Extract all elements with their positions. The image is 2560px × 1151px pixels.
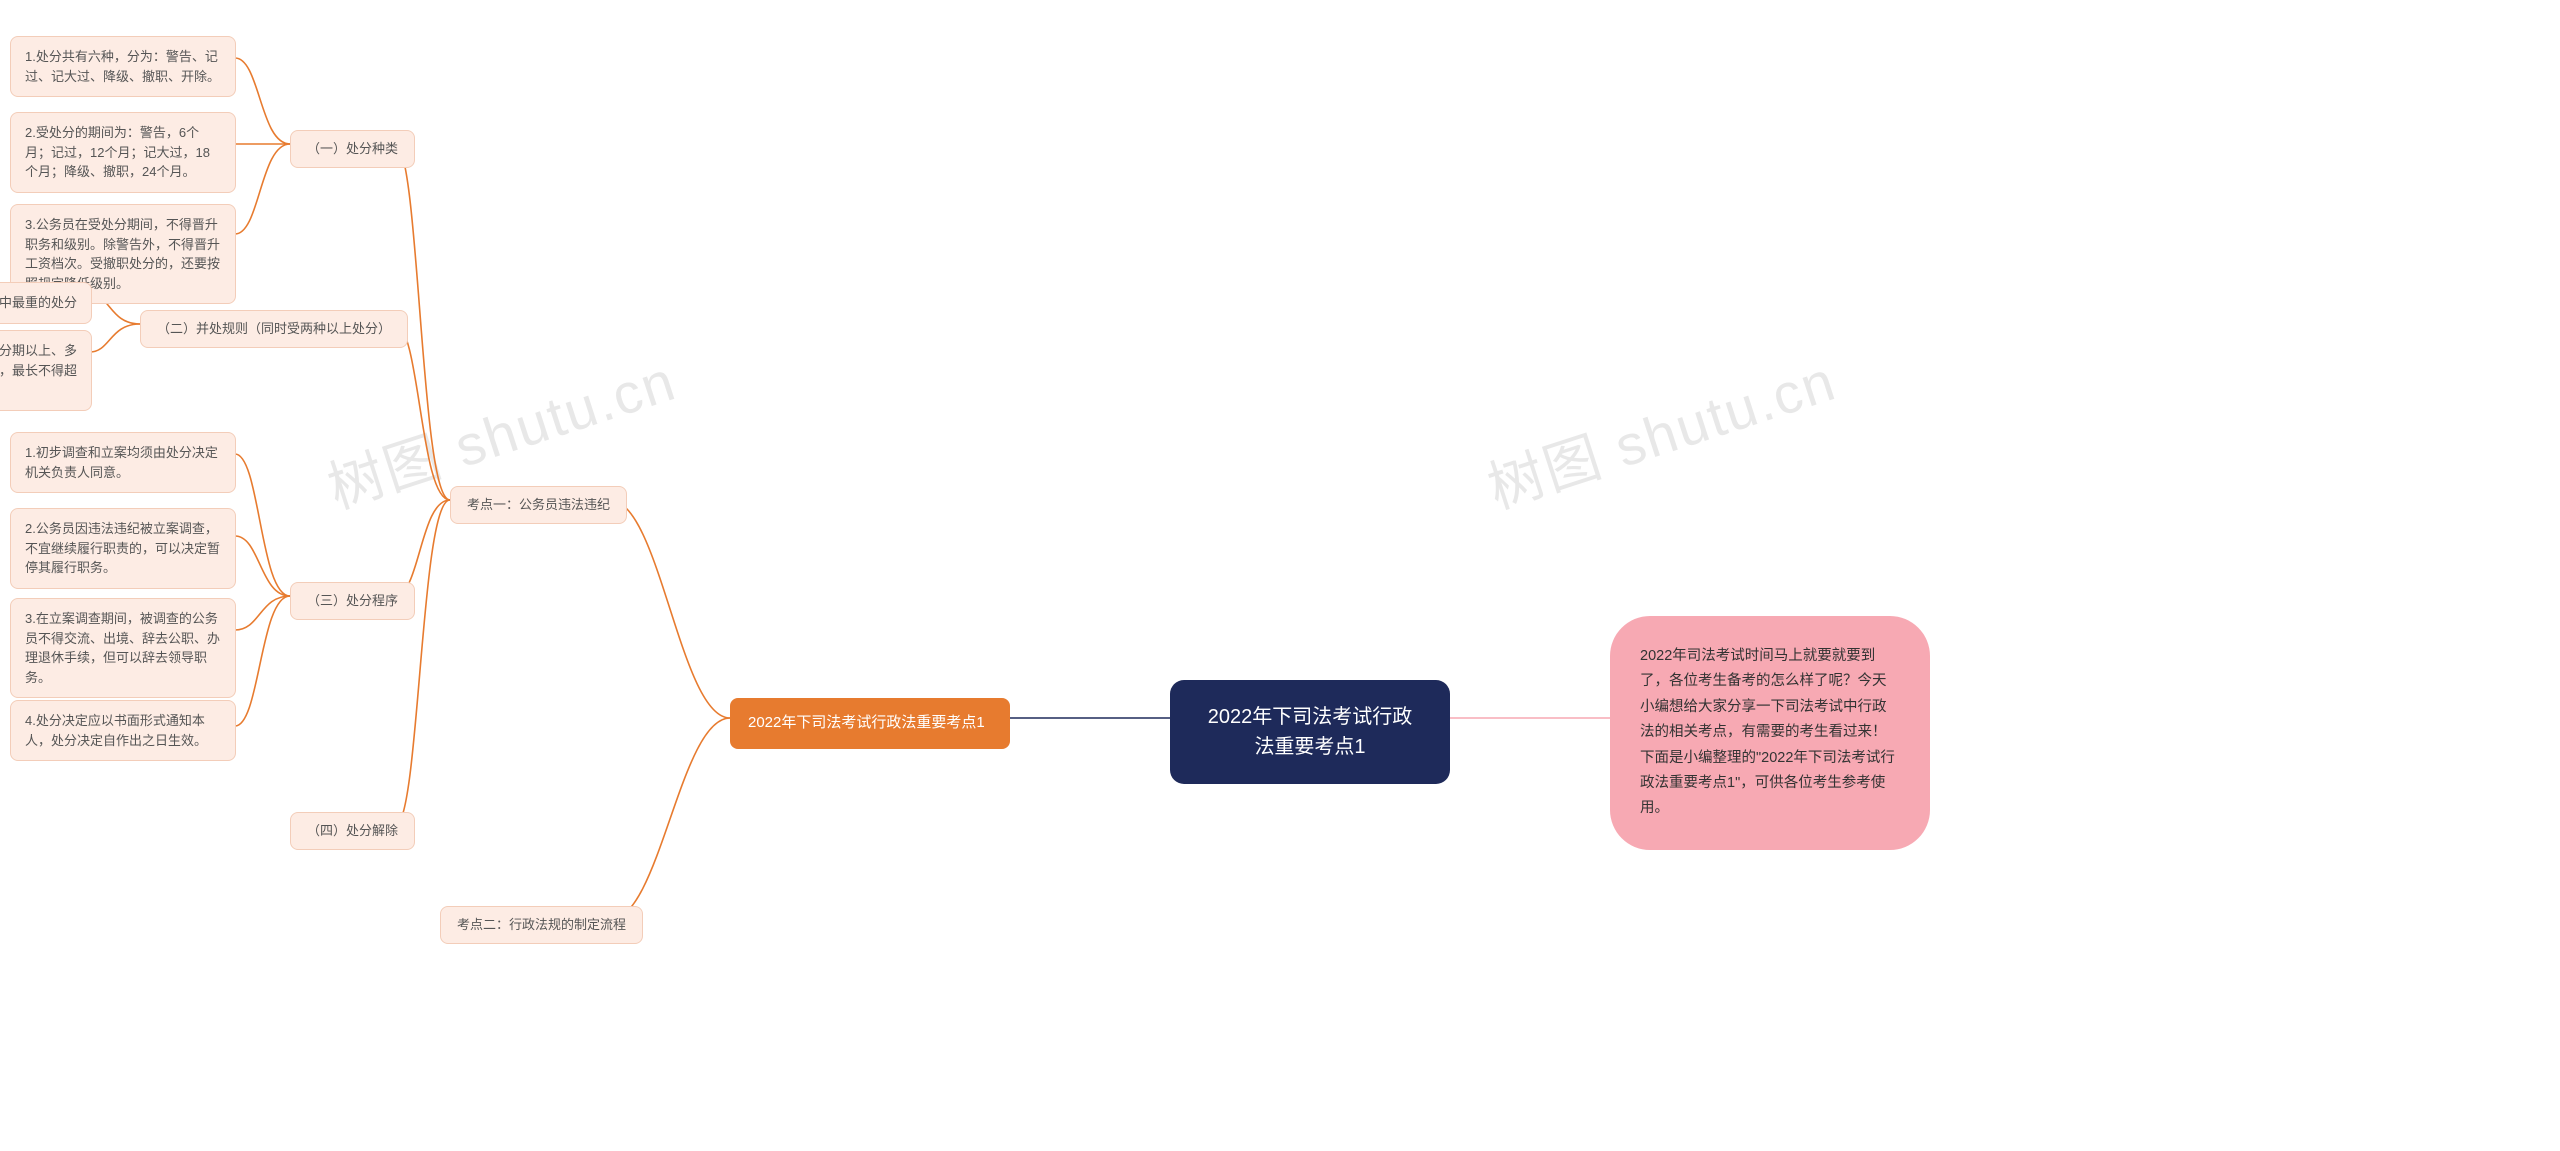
- leaf-5[interactable]: 种类相同：一个处分期以上、多个处分期之和以下，最长不得超过48个月。: [0, 330, 92, 411]
- section-3[interactable]: （三）处分程序: [290, 582, 415, 620]
- branch-left-title[interactable]: 2022年下司法考试行政法重要考点1: [730, 698, 1010, 749]
- section-4[interactable]: （四）处分解除: [290, 812, 415, 850]
- leaf-7[interactable]: 2.公务员因违法违纪被立案调查，不宜继续履行职责的，可以决定暂停其履行职务。: [10, 508, 236, 589]
- leaf-9[interactable]: 4.处分决定应以书面形式通知本人，处分决定自作出之日生效。: [10, 700, 236, 761]
- connectors: [0, 0, 2560, 1151]
- topic-1[interactable]: 考点一：公务员违法违纪: [450, 486, 627, 524]
- intro-node[interactable]: 2022年司法考试时间马上就要就要到了，各位考生备考的怎么样了呢？今天小编想给大…: [1610, 616, 1930, 850]
- watermark: 树图 shutu.cn: [1476, 336, 1845, 525]
- section-2[interactable]: （二）并处规则（同时受两种以上处分）: [140, 310, 408, 348]
- topic-2[interactable]: 考点二：行政法规的制定流程: [440, 906, 643, 944]
- leaf-6[interactable]: 1.初步调查和立案均须由处分决定机关负责人同意。: [10, 432, 236, 493]
- leaf-1[interactable]: 1.处分共有六种，分为：警告、记过、记大过、降级、撤职、开除。: [10, 36, 236, 97]
- leaf-8[interactable]: 3.在立案调查期间，被调查的公务员不得交流、出境、辞去公职、办理退休手续，但可以…: [10, 598, 236, 698]
- leaf-4[interactable]: 种类不同：执行其中最重的处分: [0, 282, 92, 324]
- leaf-2[interactable]: 2.受处分的期间为：警告，6个月；记过，12个月；记大过，18个月；降级、撤职，…: [10, 112, 236, 193]
- section-1[interactable]: （一）处分种类: [290, 130, 415, 168]
- root-node[interactable]: 2022年下司法考试行政法重要考点1: [1170, 680, 1450, 784]
